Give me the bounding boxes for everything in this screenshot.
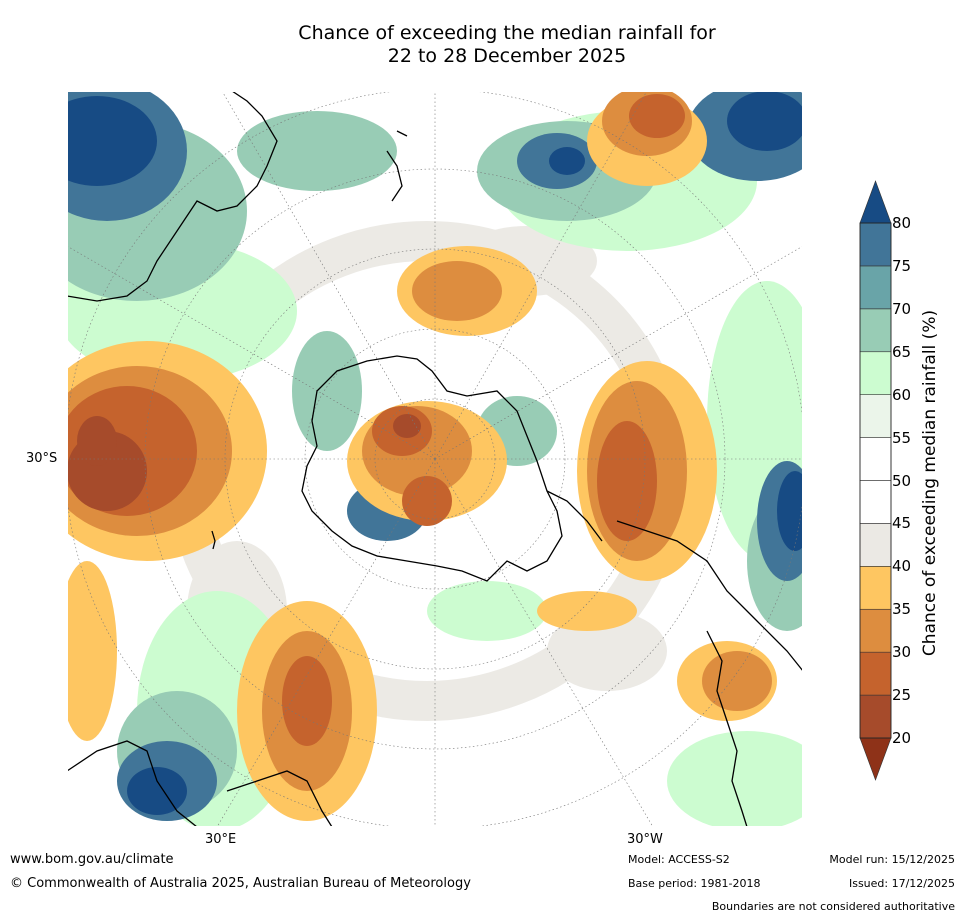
footer-model: Model: ACCESS-S2 — [628, 853, 730, 866]
footer-model-run: Model run: 15/12/2025 — [829, 853, 955, 866]
footer-url[interactable]: www.bom.gov.au/climate — [10, 852, 174, 867]
lat-label-30s: 30°S — [26, 451, 58, 466]
colorbar-tick-45: 45 — [892, 514, 912, 533]
colorbar-bin-25-30 — [859, 651, 892, 696]
colorbar-tick-35: 35 — [892, 600, 912, 619]
colorbar-tick-20: 20 — [892, 729, 912, 747]
colorbar-tick-30: 30 — [892, 643, 912, 662]
lon-label-30e: 30°E — [205, 832, 237, 847]
madagascar — [211, 530, 216, 550]
colorbar-bin-40-45 — [859, 523, 892, 567]
colorbar-tick-60: 60 — [892, 385, 912, 404]
colorbar-bin-20-25 — [859, 694, 892, 739]
colorbar-tick-25: 25 — [892, 686, 912, 705]
antarctica-coast — [301, 355, 563, 582]
colorbar-label: Chance of exceeding median rainfall (%) — [920, 309, 940, 657]
antarctic-peninsula — [546, 490, 603, 542]
colorbar-bin-45-50 — [859, 480, 892, 524]
colorbar-tick-75: 75 — [892, 256, 912, 275]
footer-base-period: Base period: 1981-2018 — [628, 877, 761, 890]
footer-issued: Issued: 17/12/2025 — [848, 877, 955, 890]
colorbar-bin-65-70 — [859, 308, 892, 353]
map-frame — [67, 91, 803, 827]
colorbar-tick-50: 50 — [892, 471, 912, 490]
colorbar-tick-80: 80 — [892, 214, 912, 232]
australia-coast — [67, 91, 278, 302]
colorbar-bin-lt20 — [859, 737, 892, 781]
colorbar-bin-gt80 — [859, 180, 892, 224]
colorbar-bin-55-60 — [859, 394, 892, 438]
footer-disclaimer: Boundaries are not considered authoritat… — [711, 900, 955, 913]
south-america-coast — [616, 520, 803, 672]
africa-south-coast — [226, 770, 333, 827]
colorbar-outline — [859, 222, 892, 739]
south-america-coast-east — [706, 630, 748, 827]
colorbar-bin-35-40 — [859, 566, 892, 610]
coastlines — [67, 91, 803, 827]
colorbar-tick-70: 70 — [892, 299, 912, 318]
title-line-1: Chance of exceeding the median rainfall … — [298, 22, 716, 44]
colorbar-tick-55: 55 — [892, 428, 912, 447]
field-above-80 — [67, 91, 803, 815]
field-below-25 — [67, 414, 421, 511]
colorbar-bin-30-35 — [859, 608, 892, 653]
title-line-2: 22 to 28 December 2025 — [387, 45, 627, 67]
graticule — [67, 91, 803, 827]
colorbar-bin-70-75 — [859, 265, 892, 310]
rainfall-probability-map — [67, 91, 803, 827]
africa-coast — [67, 740, 198, 827]
colorbar-tick-40: 40 — [892, 557, 912, 576]
colorbar-bin-60-65 — [859, 351, 892, 395]
new-zealand — [386, 130, 408, 202]
map-title: Chance of exceeding the median rainfall … — [0, 22, 965, 68]
colorbar-tick-65: 65 — [892, 342, 912, 361]
colorbar-bin-75-80 — [859, 222, 892, 267]
footer-copyright: © Commonwealth of Australia 2025, Austra… — [10, 876, 471, 891]
colorbar — [859, 180, 892, 781]
lon-label-30w: 30°W — [627, 832, 663, 847]
colorbar-bin-50-55 — [859, 437, 892, 481]
